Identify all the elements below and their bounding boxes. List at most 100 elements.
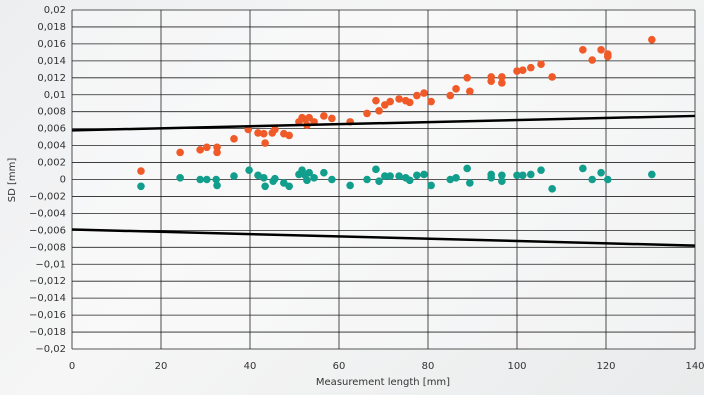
data-point — [579, 164, 587, 173]
x-tick-label: 40 — [244, 361, 257, 372]
x-tick-label: 0 — [69, 361, 75, 372]
data-point — [413, 91, 421, 100]
x-tick-label: 60 — [333, 361, 346, 372]
y-tick-label: −0,018 — [29, 327, 66, 338]
data-point — [176, 174, 184, 182]
y-tick-label: 0,014 — [37, 56, 66, 67]
y-tick-label: 0,002 — [37, 158, 66, 169]
data-point — [463, 74, 471, 82]
data-point — [487, 77, 495, 85]
data-point — [285, 131, 293, 140]
y-tick-label: −0,016 — [29, 310, 66, 321]
x-tick-label: 120 — [596, 361, 615, 372]
data-point — [196, 175, 204, 184]
data-point — [363, 109, 371, 118]
y-tick-label: −0,01 — [35, 259, 66, 270]
data-point — [597, 46, 605, 54]
data-point — [212, 175, 220, 184]
data-point — [446, 91, 455, 100]
data-point — [526, 170, 535, 179]
data-point — [203, 143, 211, 152]
data-point — [271, 174, 279, 183]
data-point — [310, 174, 318, 182]
data-point — [271, 125, 279, 134]
data-point — [176, 148, 184, 157]
data-point — [452, 85, 460, 93]
y-tick-label: −0,02 — [35, 344, 66, 355]
data-point — [588, 175, 597, 184]
data-point — [375, 107, 383, 115]
data-point — [372, 96, 380, 105]
y-tick-label: −0,008 — [29, 242, 66, 253]
data-point — [537, 166, 545, 174]
y-tick-label: −0,002 — [29, 191, 66, 202]
data-point — [413, 171, 421, 180]
y-tick-label: 0,012 — [37, 73, 66, 84]
y-tick-label: −0,014 — [29, 293, 66, 304]
data-point — [259, 129, 268, 138]
data-point — [597, 168, 605, 177]
data-point — [405, 176, 414, 185]
y-tick-label: 0,018 — [37, 22, 66, 33]
data-point — [518, 171, 527, 180]
data-point — [375, 177, 383, 185]
data-point — [603, 52, 612, 61]
x-tick-label: 100 — [507, 361, 526, 372]
data-point — [230, 135, 238, 143]
data-point — [203, 175, 211, 184]
data-point — [381, 172, 389, 180]
data-point — [498, 177, 506, 185]
data-point — [196, 146, 204, 154]
data-point — [466, 87, 474, 96]
y-tick-label: 0,006 — [37, 124, 66, 135]
trend-line — [71, 114, 696, 132]
data-point — [548, 185, 556, 193]
trend-line — [71, 228, 696, 247]
data-point — [254, 129, 262, 137]
data-point — [303, 176, 311, 185]
data-point — [395, 172, 403, 180]
x-tick-label: 20 — [155, 361, 168, 372]
data-point — [466, 179, 474, 187]
x-tick-label: 80 — [422, 361, 435, 372]
data-point — [513, 67, 521, 75]
data-point — [395, 95, 403, 103]
data-point — [372, 165, 380, 174]
data-point — [548, 73, 556, 81]
data-point — [230, 172, 238, 180]
data-point — [213, 148, 221, 157]
data-point — [137, 182, 145, 191]
data-point — [420, 170, 428, 179]
data-point — [518, 66, 527, 74]
data-point — [261, 139, 269, 147]
data-point — [463, 164, 471, 173]
data-point — [386, 97, 394, 106]
data-point — [452, 174, 460, 182]
data-point — [244, 125, 253, 134]
data-point — [320, 168, 328, 177]
data-point — [405, 98, 414, 107]
data-point — [137, 167, 145, 175]
x-axis-label: Measurement length [mm] — [316, 377, 450, 388]
data-point — [427, 181, 435, 190]
y-tick-label: −0,012 — [29, 276, 66, 287]
data-point — [328, 114, 336, 123]
data-point — [261, 182, 269, 191]
data-point — [537, 60, 545, 69]
data-point — [259, 174, 268, 182]
data-point — [498, 171, 506, 180]
data-point — [245, 166, 253, 174]
data-point — [526, 63, 535, 72]
data-point — [648, 35, 656, 44]
data-point — [498, 73, 506, 81]
data-point — [285, 182, 293, 191]
y-tick-label: 0,02 — [44, 5, 66, 16]
data-point — [648, 170, 656, 179]
data-point — [513, 171, 521, 180]
data-point — [254, 171, 262, 180]
y-tick-label: 0,016 — [37, 39, 66, 50]
y-tick-label: −0,004 — [29, 208, 66, 219]
data-point — [446, 175, 455, 184]
y-tick-label: 0,01 — [44, 90, 66, 101]
